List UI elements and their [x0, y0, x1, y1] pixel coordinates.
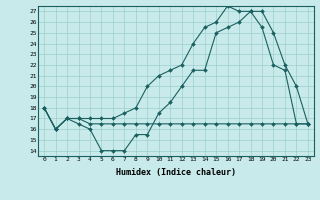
X-axis label: Humidex (Indice chaleur): Humidex (Indice chaleur) [116, 168, 236, 177]
